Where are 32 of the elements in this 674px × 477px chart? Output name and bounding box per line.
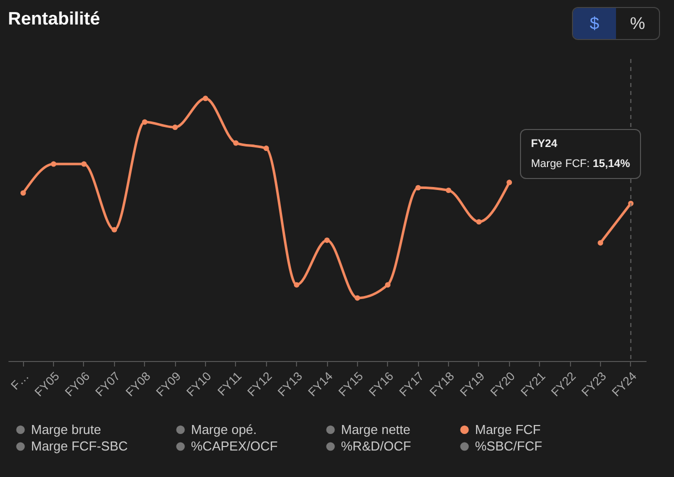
annotation: FY24 xyxy=(531,138,558,150)
point xyxy=(354,295,360,301)
point xyxy=(385,282,390,288)
point xyxy=(506,180,512,186)
point xyxy=(142,119,148,125)
point xyxy=(112,226,118,232)
point xyxy=(446,188,452,194)
point xyxy=(172,124,178,130)
point xyxy=(50,161,56,167)
legend-label: Marge FCF-SBC xyxy=(31,438,128,454)
legend-label: %CAPEX/OCF xyxy=(191,438,278,454)
text: $ xyxy=(573,8,616,39)
legend-label: Marge FCF xyxy=(475,422,541,437)
chart-title: Rentabilité xyxy=(8,8,100,28)
point xyxy=(324,237,330,243)
legend-label: %SBC/FCF xyxy=(475,438,542,454)
legend-label: Marge nette xyxy=(341,422,410,437)
annotation: Marge FCF: 15,14% xyxy=(531,158,630,170)
x-tick-label: F… xyxy=(8,369,32,393)
point xyxy=(598,240,604,246)
text: % xyxy=(628,13,646,35)
legend-label: Marge opé. xyxy=(191,422,257,437)
point xyxy=(294,282,300,288)
point xyxy=(81,161,87,167)
point xyxy=(20,190,26,196)
point xyxy=(476,219,482,225)
point xyxy=(233,140,239,146)
point xyxy=(415,184,421,190)
point xyxy=(264,146,269,152)
legend-label: %R&D/OCF xyxy=(341,438,412,454)
legend-label: Marge brute xyxy=(31,422,102,437)
point xyxy=(202,96,208,102)
